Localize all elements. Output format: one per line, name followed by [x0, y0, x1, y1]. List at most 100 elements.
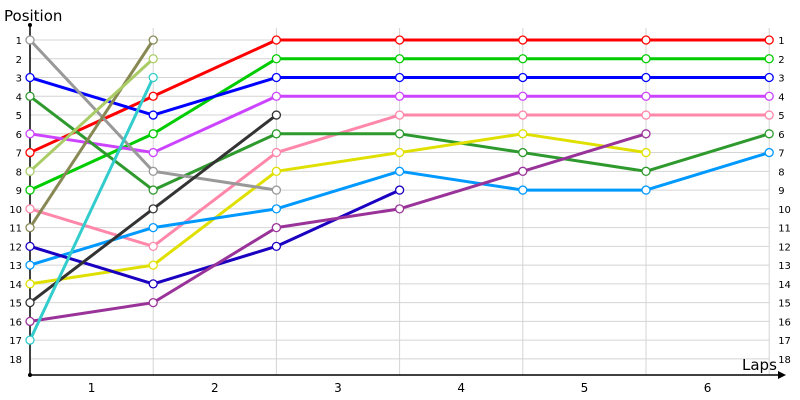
- series-9: [25, 129, 651, 327]
- data-point: [641, 110, 651, 120]
- data-point: [518, 166, 528, 176]
- data-point: [518, 35, 528, 45]
- y-tick-label-right: 3: [778, 74, 784, 85]
- x-axis-arrow: [778, 371, 786, 379]
- data-point: [25, 335, 35, 345]
- series-10: [25, 35, 282, 195]
- data-point: [148, 260, 158, 270]
- y-tick-label-right: 17: [778, 336, 791, 347]
- y-tick-label-left: 14: [9, 280, 22, 291]
- data-point: [271, 204, 282, 214]
- x-tick-label: 5: [581, 381, 589, 395]
- data-point: [148, 110, 158, 120]
- data-point: [148, 204, 158, 214]
- x-tick-label: 2: [211, 381, 219, 395]
- data-point: [518, 185, 528, 195]
- y-tick-label-left: 4: [16, 92, 22, 103]
- data-point: [764, 91, 774, 101]
- series-line: [29, 132, 647, 323]
- data-point: [641, 91, 651, 101]
- data-point: [271, 35, 282, 45]
- y-tick-label-right: 12: [778, 242, 791, 253]
- data-point: [518, 129, 528, 139]
- y-tick-label-left: 6: [16, 130, 22, 141]
- data-point: [394, 110, 405, 120]
- data-point: [148, 129, 158, 139]
- y-tick-label-left: 3: [16, 74, 22, 85]
- data-point: [271, 110, 282, 120]
- y-tick-label-left: 18: [9, 355, 22, 366]
- y-tick-label-right: 13: [778, 261, 791, 272]
- data-point: [25, 222, 35, 233]
- data-point: [641, 147, 651, 158]
- y-tick-label-left: 9: [16, 186, 22, 197]
- data-point: [148, 91, 158, 101]
- data-point: [394, 54, 405, 64]
- data-point: [25, 91, 35, 101]
- data-point: [394, 204, 405, 214]
- y-tick-label-right: 4: [778, 92, 784, 103]
- y-tick-label-left: 16: [9, 317, 22, 328]
- series-lines: [25, 35, 774, 345]
- data-point: [25, 72, 35, 83]
- data-point: [764, 54, 774, 64]
- y-tick-label-left: 13: [9, 261, 22, 272]
- data-point: [271, 72, 282, 83]
- y-tick-label-left: 5: [16, 111, 22, 122]
- data-point: [25, 204, 35, 214]
- data-point: [148, 185, 158, 195]
- series-0: [25, 35, 774, 158]
- series-8: [25, 185, 405, 289]
- data-point: [518, 91, 528, 101]
- data-point: [641, 72, 651, 83]
- data-point: [641, 129, 651, 139]
- data-point: [394, 35, 405, 45]
- series-line: [29, 132, 647, 286]
- y-tick-label-left: 2: [16, 55, 22, 66]
- data-point: [25, 147, 35, 158]
- series-12: [25, 35, 158, 233]
- data-point: [271, 241, 282, 252]
- y-tick-label-left: 17: [9, 336, 22, 347]
- data-point: [271, 185, 282, 195]
- y-tick-label-right: 15: [778, 299, 791, 310]
- y-tick-label-left: 1: [16, 36, 22, 47]
- x-tick-label: 3: [334, 381, 342, 395]
- y-tick-label-right: 18: [778, 355, 791, 366]
- y-axis-end-dot: [28, 23, 32, 27]
- data-point: [148, 54, 158, 64]
- series-4: [25, 110, 774, 252]
- series-13: [25, 54, 158, 176]
- x-tick-label: 6: [704, 381, 712, 395]
- series-line: [28, 76, 155, 341]
- x-axis-title: Laps: [742, 356, 777, 374]
- data-point: [641, 54, 651, 64]
- data-point: [25, 35, 35, 45]
- data-point: [25, 316, 35, 327]
- data-point: [764, 35, 774, 45]
- origin-dot: [28, 373, 32, 377]
- series-2: [25, 72, 774, 120]
- data-point: [25, 260, 35, 270]
- y-tick-label-left: 8: [16, 167, 22, 178]
- y-tick-label-right: 16: [778, 317, 791, 328]
- data-point: [518, 54, 528, 64]
- series-3: [25, 91, 774, 158]
- x-tick-label: 1: [88, 381, 96, 395]
- data-point: [641, 35, 651, 45]
- data-point: [148, 166, 158, 176]
- data-point: [25, 297, 35, 308]
- data-point: [25, 185, 35, 195]
- series-line: [28, 57, 155, 173]
- y-tick-label-left: 15: [9, 299, 22, 310]
- data-point: [641, 185, 651, 195]
- data-point: [25, 279, 35, 289]
- y-tick-label-left: 12: [9, 242, 22, 253]
- y-tick-label-right: 10: [778, 205, 791, 216]
- data-point: [764, 110, 774, 120]
- data-point: [271, 222, 282, 233]
- data-point: [518, 110, 528, 120]
- data-point: [764, 147, 774, 158]
- y-tick-label-right: 8: [778, 167, 784, 178]
